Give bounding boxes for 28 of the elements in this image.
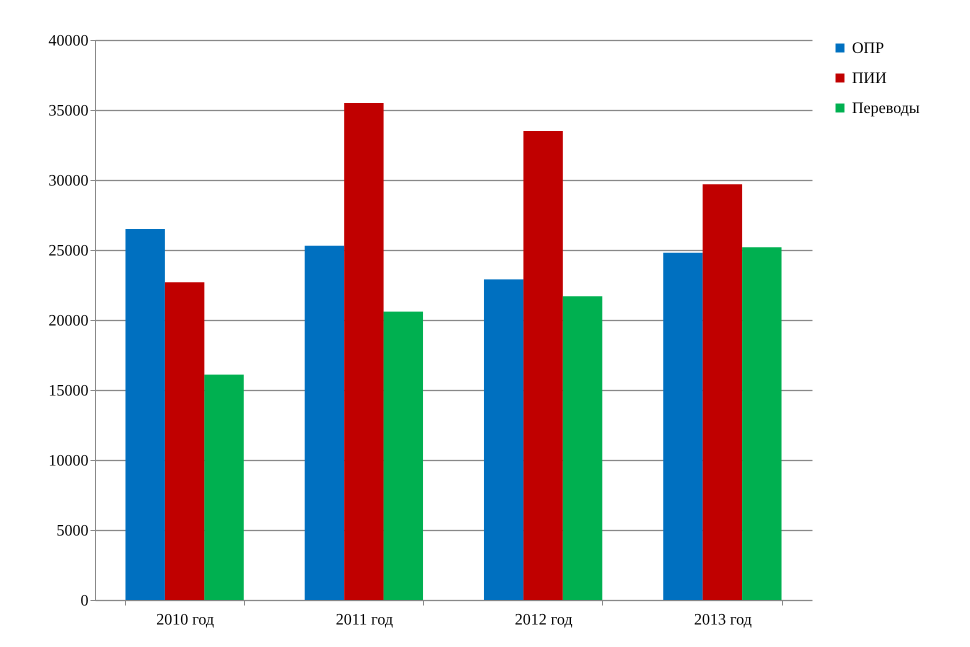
x-tick-label: 2010 год <box>156 612 214 628</box>
x-tick-label: 2013 год <box>694 612 752 628</box>
bar <box>304 246 344 600</box>
legend-label: ОПР <box>852 40 884 57</box>
bar <box>523 131 563 600</box>
y-tick-label: 5000 <box>56 522 88 540</box>
y-tick-label: 15000 <box>48 382 88 400</box>
y-tick-label: 40000 <box>48 32 88 50</box>
bar <box>484 279 524 600</box>
bar <box>164 282 204 600</box>
bar <box>204 374 244 600</box>
y-tick-label: 20000 <box>48 312 88 330</box>
x-tick-label: 2011 год <box>336 612 393 628</box>
bar <box>663 252 703 600</box>
bar <box>562 296 602 600</box>
bar <box>742 247 782 600</box>
y-tick-label: 30000 <box>48 172 88 190</box>
y-tick-label: 25000 <box>48 242 88 260</box>
legend-label: ПИИ <box>852 70 888 87</box>
y-tick-label: 10000 <box>48 452 88 470</box>
bar <box>344 103 384 600</box>
bar <box>384 312 424 600</box>
y-tick-label: 35000 <box>48 102 88 120</box>
bar <box>125 229 165 600</box>
x-tick-label: 2012 год <box>514 612 573 628</box>
y-tick-label: 0 <box>80 592 88 610</box>
bar <box>702 184 742 600</box>
legend-label: Переводы <box>852 100 920 117</box>
